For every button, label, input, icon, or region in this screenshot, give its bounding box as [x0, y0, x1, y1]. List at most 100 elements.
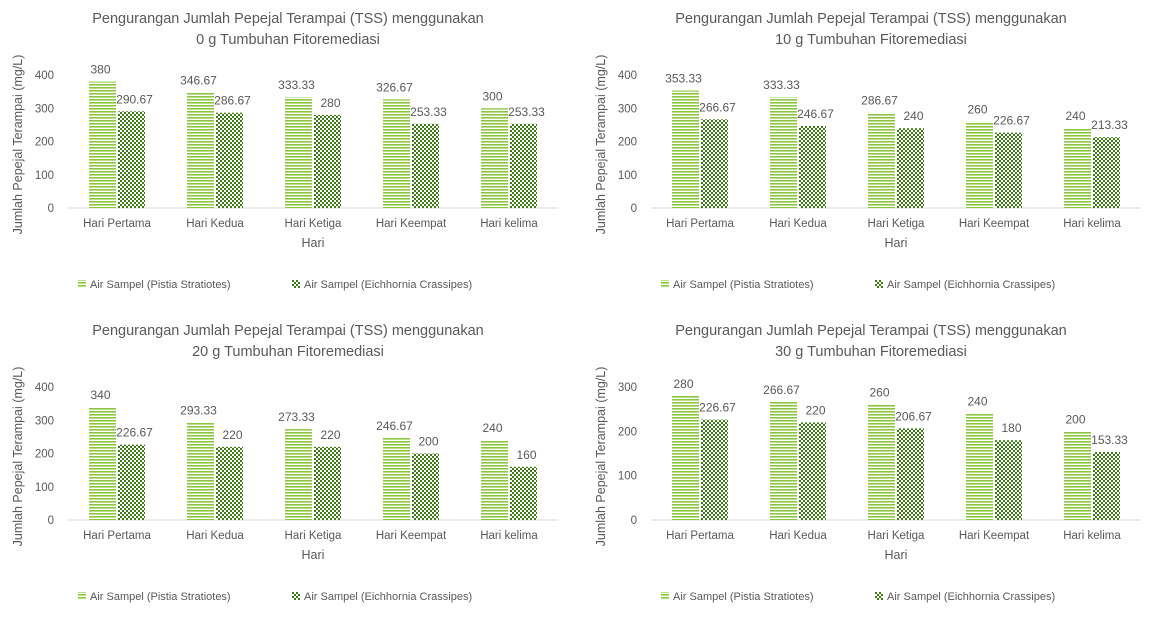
data-label-pistia: 380	[90, 63, 110, 77]
bar-eichhornia	[1093, 137, 1120, 208]
chart-legend: Air Sampel (Pistia Stratiotes) Air Sampel…	[661, 591, 1055, 603]
x-tick-label: Hari Kedua	[769, 218, 827, 230]
data-label-eichhornia: 206.67	[895, 409, 932, 423]
x-tick-label: Hari Pertama	[83, 218, 151, 230]
x-tick-label: Hari Ketiga	[868, 530, 925, 542]
legend-swatch-eichhornia	[875, 280, 883, 288]
data-label-eichhornia: 153.33	[1091, 433, 1128, 447]
x-axis-label: Hari	[885, 236, 908, 250]
bar-pistia	[187, 422, 214, 520]
data-label-pistia: 286.67	[861, 94, 898, 108]
y-tick-label: 200	[618, 137, 637, 149]
legend-swatch-pistia	[661, 280, 669, 288]
data-label-pistia: 240	[1065, 109, 1085, 123]
x-axis-label: Hari	[302, 548, 325, 562]
bar-eichhornia	[412, 453, 439, 520]
bar-pistia	[966, 413, 993, 520]
bar-eichhornia	[510, 123, 537, 208]
chart-legend: Air Sampel (Pistia Stratiotes) Air Sampel…	[78, 279, 472, 291]
bar-pistia	[89, 81, 116, 208]
x-tick-label: Hari Keempat	[959, 530, 1030, 542]
bar-pistia	[966, 121, 993, 208]
data-label-pistia: 300	[482, 89, 502, 103]
y-axis-label: Jumlah Pepejal Terampai (mg/L)	[594, 367, 608, 547]
data-label-eichhornia: 290.67	[116, 92, 153, 106]
chart-panel-0g: Pengurangan Jumlah Pepejal Terampai (TSS…	[0, 0, 583, 311]
bar-pistia	[672, 90, 699, 208]
x-tick-label: Hari Keempat	[376, 218, 447, 230]
bar-pistia	[868, 112, 895, 208]
data-label-pistia: 280	[673, 377, 693, 391]
y-axis-label: Jumlah Pepejal Terampai (mg/L)	[594, 55, 608, 235]
x-tick-label: Hari Kedua	[186, 218, 244, 230]
data-label-pistia: 200	[1065, 412, 1085, 426]
x-tick-label: Hari Ketiga	[285, 530, 342, 542]
x-tick-label: Hari Ketiga	[285, 218, 342, 230]
data-label-eichhornia: 226.67	[116, 426, 153, 440]
x-axis-label: Hari	[302, 236, 325, 250]
data-label-eichhornia: 220	[320, 428, 340, 442]
legend-swatch-pistia	[78, 280, 86, 288]
bar-eichhornia	[1093, 452, 1120, 520]
x-tick-label: Hari kelima	[1063, 218, 1121, 230]
data-label-pistia: 293.33	[180, 403, 217, 417]
data-label-eichhornia: 213.33	[1091, 118, 1128, 132]
data-label-pistia: 240	[967, 395, 987, 409]
chart-legend: Air Sampel (Pistia Stratiotes) Air Sampel…	[661, 279, 1055, 291]
data-label-eichhornia: 266.67	[699, 100, 736, 114]
y-axis-label: Jumlah Pepejal Terampai (mg/L)	[11, 55, 25, 235]
bar-eichhornia	[510, 466, 537, 520]
x-tick-label: Hari kelima	[1063, 530, 1121, 542]
chart-panel-10g: Pengurangan Jumlah Pepejal Terampai (TSS…	[583, 0, 1166, 311]
data-label-eichhornia: 226.67	[993, 114, 1030, 128]
bar-pistia	[481, 440, 508, 520]
data-label-pistia: 346.67	[180, 74, 217, 88]
legend-label-pistia: Air Sampel (Pistia Stratiotes)	[673, 591, 814, 603]
legend-swatch-eichhornia	[875, 592, 883, 600]
legend-swatch-pistia	[78, 592, 86, 600]
y-tick-label: 300	[35, 103, 54, 115]
bar-eichhornia	[897, 128, 924, 208]
bar-pistia	[672, 395, 699, 520]
data-label-pistia: 260	[869, 386, 889, 400]
bar-eichhornia	[314, 114, 341, 208]
data-label-pistia: 246.67	[376, 419, 413, 433]
bar-eichhornia	[412, 123, 439, 208]
chart-panel-30g: Pengurangan Jumlah Pepejal Terampai (TSS…	[583, 312, 1166, 623]
data-label-eichhornia: 253.33	[508, 105, 545, 119]
data-label-eichhornia: 220	[222, 428, 242, 442]
tss-bar-chart: Pengurangan Jumlah Pepejal Terampai (TSS…	[594, 11, 1141, 291]
data-label-pistia: 326.67	[376, 80, 413, 94]
y-tick-label: 300	[35, 415, 54, 427]
y-tick-label: 200	[618, 426, 637, 438]
data-label-eichhornia: 280	[320, 96, 340, 110]
bar-pistia	[187, 92, 214, 208]
bar-eichhornia	[799, 422, 826, 520]
data-label-eichhornia: 226.67	[699, 401, 736, 415]
bar-eichhornia	[701, 419, 728, 520]
data-label-eichhornia: 220	[805, 403, 825, 417]
chart-title: Pengurangan Jumlah Pepejal Terampai (TSS…	[675, 11, 1066, 27]
bar-pistia	[285, 429, 312, 520]
bar-eichhornia	[314, 446, 341, 520]
data-label-eichhornia: 253.33	[410, 105, 447, 119]
y-tick-label: 0	[631, 515, 637, 527]
y-tick-label: 100	[618, 471, 637, 483]
data-label-pistia: 260	[967, 103, 987, 117]
data-label-pistia: 333.33	[278, 78, 315, 92]
chart-subtitle: 0 g Tumbuhan Fitoremediasi	[196, 32, 380, 48]
data-label-eichhornia: 246.67	[797, 107, 834, 121]
y-tick-label: 400	[35, 382, 54, 394]
x-tick-label: Hari Keempat	[376, 530, 447, 542]
y-tick-label: 300	[618, 103, 637, 115]
bar-eichhornia	[799, 125, 826, 208]
x-tick-label: Hari Kedua	[769, 530, 827, 542]
legend-label-pistia: Air Sampel (Pistia Stratiotes)	[90, 279, 231, 291]
bar-eichhornia	[701, 119, 728, 208]
legend-label-pistia: Air Sampel (Pistia Stratiotes)	[673, 279, 814, 291]
data-label-pistia: 240	[482, 421, 502, 435]
y-tick-label: 0	[48, 515, 54, 527]
chart-legend: Air Sampel (Pistia Stratiotes) Air Sampel…	[78, 591, 472, 603]
bar-eichhornia	[118, 444, 145, 520]
legend-label-pistia: Air Sampel (Pistia Stratiotes)	[90, 591, 231, 603]
